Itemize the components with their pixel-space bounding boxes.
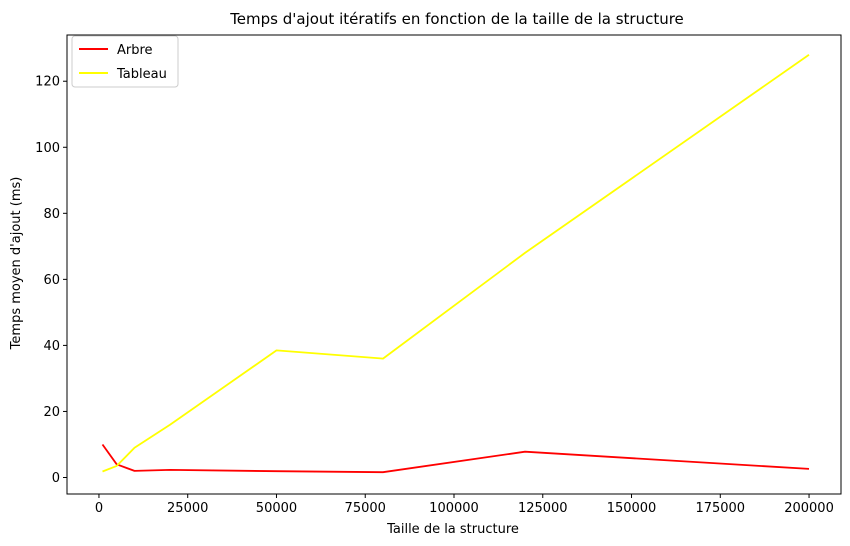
x-tick-label: 100000 xyxy=(429,501,479,516)
y-tick-label: 40 xyxy=(43,339,60,354)
y-tick-label: 0 xyxy=(52,471,60,486)
series-line-tableau xyxy=(102,54,810,473)
axes-frame xyxy=(66,34,842,495)
x-axis-label: Taille de la structure xyxy=(386,522,519,537)
y-tick-label: 80 xyxy=(43,207,60,222)
x-tick-label: 0 xyxy=(95,501,103,516)
y-tick-label: 20 xyxy=(43,405,60,420)
legend-label-arbre: Arbre xyxy=(117,43,153,58)
x-tick-label: 75000 xyxy=(345,501,386,516)
chart-title: Temps d'ajout itératifs en fonction de l… xyxy=(229,10,684,28)
series-line-arbre xyxy=(101,443,810,474)
axis-ticks: 0 25000 50000 75000 100000 125000 150000 175000… xyxy=(35,75,834,516)
x-tick-label: 25000 xyxy=(167,501,208,516)
legend-label-tableau: Tableau xyxy=(116,67,167,82)
y-axis-label: Temps moyen d'ajout (ms) xyxy=(9,177,24,351)
y-tick-label: 100 xyxy=(35,141,60,156)
y-tick-label: 120 xyxy=(35,75,60,90)
x-tick-label: 200000 xyxy=(784,501,834,516)
legend: Arbre Tableau xyxy=(71,35,179,88)
x-tick-label: 150000 xyxy=(607,501,657,516)
x-tick-label: 175000 xyxy=(695,501,745,516)
x-tick-label: 125000 xyxy=(518,501,568,516)
y-tick-label: 60 xyxy=(43,273,60,288)
x-tick-label: 50000 xyxy=(256,501,297,516)
plot-area xyxy=(101,54,810,474)
